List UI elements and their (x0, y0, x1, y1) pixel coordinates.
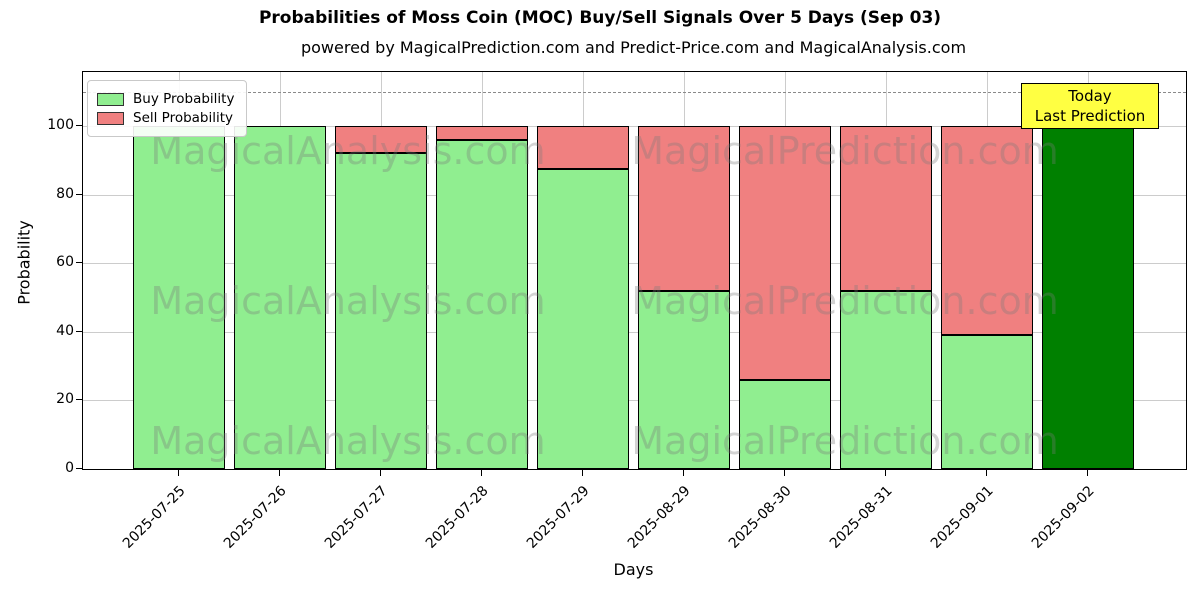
sell-segment (435, 126, 528, 140)
buy-segment (334, 153, 427, 469)
h-gridline (83, 263, 1186, 265)
y-tick-mark (76, 330, 82, 332)
bar-2025-08-30 (738, 72, 831, 469)
x-tick-mark (682, 470, 684, 476)
bar-2025-08-31 (839, 72, 932, 469)
bar-2025-08-29 (637, 72, 730, 469)
buy-segment (839, 290, 932, 469)
sell-segment (637, 126, 730, 291)
h-gridline (83, 331, 1186, 333)
bar-2025-07-26 (233, 72, 326, 469)
legend-label-buy: Buy Probability (133, 91, 235, 107)
x-tick-mark (985, 470, 987, 476)
today-segment (1041, 126, 1134, 469)
bar-2025-07-29 (536, 72, 629, 469)
sell-segment (940, 126, 1033, 336)
x-tick-mark (177, 470, 179, 476)
x-axis-label: Days (613, 560, 654, 579)
sell-segment (738, 126, 831, 380)
bar-2025-09-01 (940, 72, 1033, 469)
sell-segment (334, 126, 427, 154)
legend-entry-sell: Sell Probability (97, 110, 234, 126)
x-tick-label: 2025-09-02 (1028, 483, 1098, 552)
legend-entry-buy: Buy Probability (97, 91, 234, 107)
annotation-line2: Last Prediction (1034, 107, 1146, 125)
buy-segment (536, 168, 629, 469)
bar-2025-07-27 (334, 72, 427, 469)
buy-segment (637, 290, 730, 469)
y-tick-label: 100 (47, 117, 74, 133)
legend-label-sell: Sell Probability (133, 110, 234, 126)
y-tick-label: 0 (65, 460, 74, 476)
y-tick-label: 40 (56, 322, 74, 339)
today-annotation: Today Last Prediction (1021, 83, 1159, 129)
x-tick-mark (1086, 470, 1088, 476)
buy-segment (738, 379, 831, 469)
x-tick-mark (379, 470, 381, 476)
y-tick-mark (76, 125, 82, 126)
annotation-line1: Today (1068, 87, 1112, 105)
sell-segment (536, 126, 629, 169)
x-tick-mark (783, 470, 785, 476)
y-axis-label: Probability (14, 220, 34, 305)
buy-segment (435, 139, 528, 469)
h-gridline (83, 194, 1186, 196)
x-tick-label-anchor: 2025-09-02 (927, 480, 1098, 552)
x-tick-mark (278, 470, 280, 476)
legend: Buy Probability Sell Probability (87, 80, 248, 137)
y-tick-label: 20 (56, 391, 74, 408)
y-tick-mark (76, 399, 82, 401)
chart-subtitle: powered by MagicalPrediction.com and Pre… (300, 38, 967, 57)
y-tick-mark (76, 468, 82, 469)
buy-segment (233, 126, 326, 469)
x-tick-mark (884, 470, 886, 476)
x-tick-mark (480, 470, 482, 476)
y-tick-label: 60 (56, 254, 74, 271)
bar-2025-09-02 (1041, 72, 1134, 469)
bar-2025-07-25 (132, 72, 225, 469)
plot-area: MagicalAnalysis.com MagicalPrediction.com… (82, 71, 1187, 470)
threshold-dashed-line (83, 91, 1186, 93)
buy-segment (940, 335, 1033, 469)
sell-segment (839, 126, 932, 291)
y-tick-mark (76, 193, 82, 195)
buy-swatch-icon (97, 92, 124, 106)
buy-segment (132, 126, 225, 469)
h-gridline (83, 126, 1186, 127)
x-tick-mark (581, 470, 583, 476)
sell-swatch-icon (97, 111, 124, 125)
chart-title: Probabilities of Moss Coin (MOC) Buy/Sel… (258, 8, 942, 28)
y-tick-label: 80 (56, 185, 74, 202)
h-gridline (83, 400, 1186, 402)
y-tick-mark (76, 262, 82, 264)
bar-2025-07-28 (435, 72, 528, 469)
